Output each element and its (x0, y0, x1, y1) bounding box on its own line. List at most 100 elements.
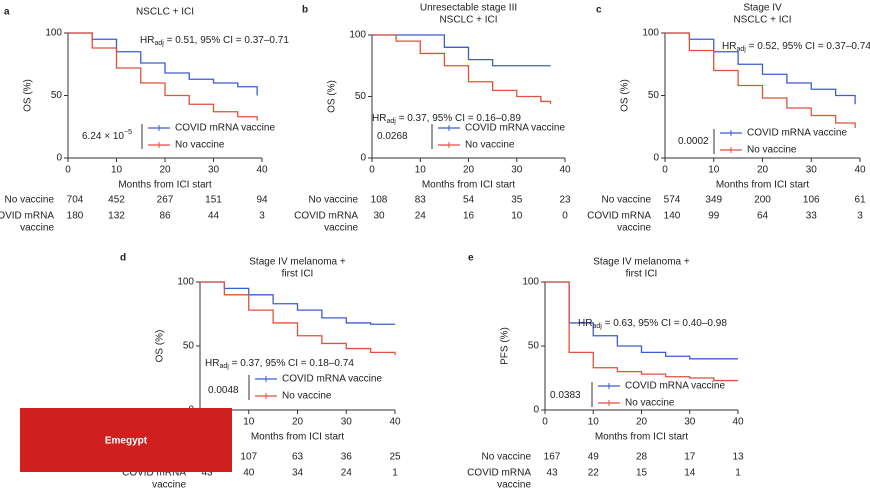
legend-label: COVID mRNA vaccine (282, 374, 382, 385)
risk-count: 3 (259, 211, 265, 222)
risk-count: 349 (705, 195, 722, 206)
chart-title: first ICI (626, 269, 658, 280)
hr-label: HR (722, 41, 736, 52)
x-tick-label: 40 (732, 417, 744, 428)
risk-row-label: COVID mRNA (122, 468, 186, 479)
legend-label: No vaccine (282, 391, 332, 402)
chart-title: NSCLC + ICI (136, 7, 194, 18)
legend-label: No vaccine (747, 145, 797, 156)
risk-count: 17 (684, 452, 696, 463)
hr-label: HR (205, 358, 219, 369)
legend-label: No vaccine (175, 140, 225, 151)
y-axis-label: OS (%) (327, 80, 338, 113)
x-tick-label: 40 (854, 165, 866, 176)
hr-label: HR (140, 35, 154, 46)
risk-count: 54 (463, 195, 475, 206)
survival-curve (200, 281, 395, 325)
x-tick-label: 30 (806, 165, 818, 176)
risk-count: 63 (292, 452, 304, 463)
risk-count: 99 (708, 211, 720, 222)
risk-count: 61 (854, 195, 866, 206)
hr-subscript: adj (736, 46, 746, 53)
risk-row-label: No vaccine (309, 195, 359, 206)
hr-subscript: adj (154, 40, 164, 47)
x-tick-label: 30 (511, 165, 523, 176)
risk-count: 167 (544, 452, 561, 463)
risk-count: 30 (373, 211, 385, 222)
x-axis-label: Months from ICI start (716, 180, 810, 191)
hr-text: = 0.63, 95% CI = 0.40–0.98 (602, 318, 728, 329)
legend-label: COVID mRNA vaccine (747, 128, 847, 139)
p-value: 0.0002 (678, 136, 709, 147)
x-tick-label: 10 (415, 165, 427, 176)
y-tick-label: 0 (533, 405, 539, 416)
y-tick-label: 100 (349, 30, 366, 41)
hr-annotation: HRadj = 0.51, 95% CI = 0.37–0.71 (140, 35, 289, 47)
risk-row-label: COVID mRNA (467, 468, 531, 479)
risk-count: 64 (757, 211, 769, 222)
risk-row-label: COVID mRNA (587, 211, 651, 222)
survival-curve (68, 32, 258, 121)
risk-row-label: COVID mRNA (294, 211, 358, 222)
risk-count: 40 (243, 468, 255, 479)
risk-count: 180 (67, 211, 84, 222)
x-tick-label: 40 (256, 165, 268, 176)
legend-label: No vaccine (465, 140, 515, 151)
risk-row-label: vaccine (152, 480, 186, 489)
legend-label: COVID mRNA vaccine (175, 123, 275, 134)
y-axis-label: PFS (%) (500, 327, 511, 365)
risk-count: 140 (664, 211, 681, 222)
risk-row-label: No vaccine (5, 195, 55, 206)
watermark-box (20, 408, 232, 472)
survival-curve (665, 32, 856, 128)
chart-title: Stage IV (743, 3, 782, 14)
chart-title: Stage IV melanoma + (249, 257, 346, 268)
risk-count: 86 (159, 211, 171, 222)
p-value-text: 0.0048 (208, 385, 239, 396)
y-tick-label: 50 (51, 90, 63, 101)
risk-count: 574 (664, 195, 681, 206)
x-tick-label: 10 (588, 417, 600, 428)
hr-label: HR (578, 318, 592, 329)
x-tick-label: 0 (662, 165, 668, 176)
hr-text: = 0.51, 95% CI = 0.37–0.71 (164, 35, 290, 46)
chart-title: NSCLC + ICI (439, 15, 497, 26)
x-axis-label: Months from ICI start (422, 180, 516, 191)
chart-title: Unresectable stage III (420, 3, 517, 14)
risk-count: 49 (588, 452, 600, 463)
p-value: 0.0268 (377, 131, 408, 142)
x-axis-label: Months from ICI start (251, 432, 345, 443)
x-tick-label: 20 (636, 417, 648, 428)
x-tick-label: 0 (542, 417, 548, 428)
panel-letter: c (596, 5, 602, 16)
hr-annotation: HRadj = 0.52, 95% CI = 0.37–0.74 (722, 41, 870, 53)
survival-curve (200, 281, 396, 355)
chart-title: Stage IV melanoma + (593, 257, 690, 268)
panel-letter: a (4, 7, 10, 18)
survival-curve (545, 281, 738, 382)
x-tick-label: 0 (369, 165, 375, 176)
legend-label: No vaccine (625, 398, 675, 409)
y-tick-label: 100 (45, 28, 62, 39)
panel-letter: e (468, 253, 474, 264)
risk-count: 13 (732, 452, 744, 463)
x-tick-label: 30 (208, 165, 220, 176)
legend-label: COVID mRNA vaccine (625, 381, 725, 392)
x-tick-label: 30 (684, 417, 696, 428)
risk-count: 35 (511, 195, 523, 206)
risk-count: 108 (371, 195, 388, 206)
risk-count: 43 (201, 468, 213, 479)
x-tick-label: 20 (463, 165, 475, 176)
p-value: 0.0048 (208, 385, 239, 396)
y-tick-label: 100 (642, 28, 659, 39)
y-tick-label: 100 (177, 277, 194, 288)
p-value-text: 0.0383 (550, 390, 581, 401)
risk-count: 0 (562, 211, 568, 222)
y-axis-label: OS (%) (620, 79, 631, 112)
risk-count: 200 (754, 195, 771, 206)
risk-count: 24 (341, 468, 353, 479)
risk-count: 107 (240, 452, 257, 463)
p-value-text: 0.0268 (377, 131, 408, 142)
y-tick-label: 50 (648, 90, 660, 101)
